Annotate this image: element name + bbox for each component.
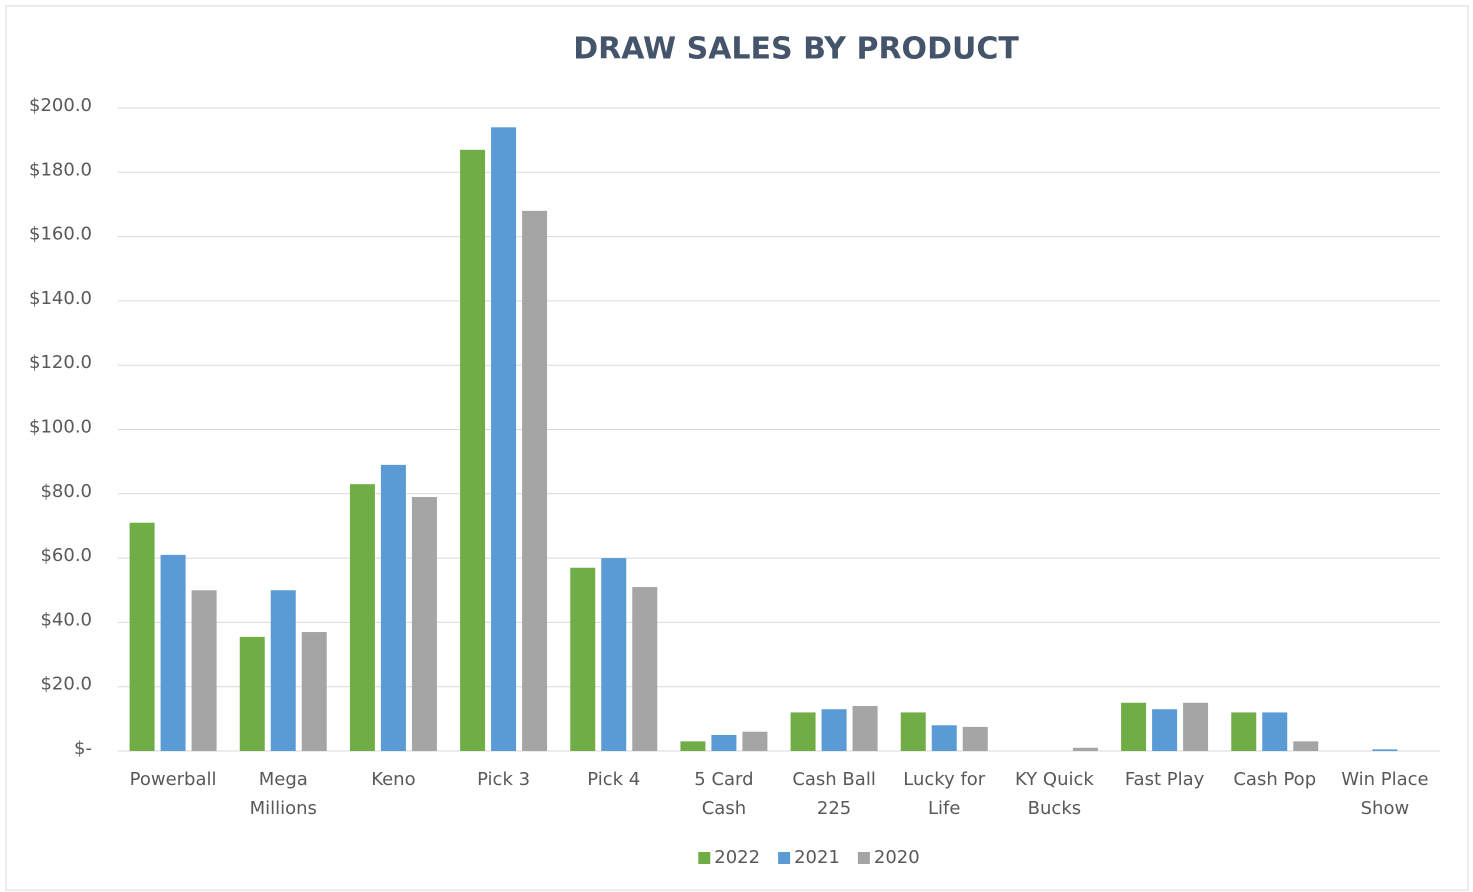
y-tick-label: $120.0 [29,352,92,373]
x-tick-label: Win Place Show [1341,769,1428,819]
bar [270,590,296,751]
x-tick-label: 5 Card Cash [694,769,753,819]
bar [349,484,375,751]
y-tick-label: $140.0 [29,288,92,309]
x-tick-label: Powerball [130,769,217,790]
bar [852,705,878,751]
x-tick-label: Cash Ball 225 [792,769,876,819]
bar [632,587,658,751]
x-tick-label: Pick 4 [587,769,640,790]
bar [191,590,217,751]
bar [380,464,406,751]
bar [601,558,627,751]
bar [1372,749,1398,751]
bar [1231,712,1257,751]
bar [790,712,816,751]
y-tick-label: $60.0 [40,545,92,566]
y-tick-label: $180.0 [29,159,92,180]
bar [711,734,737,751]
y-tick-label: $160.0 [29,224,92,245]
y-tick-label: $80.0 [40,481,92,502]
bar [301,632,327,751]
x-tick-label: Lucky for Life [903,769,986,819]
legend-swatch [778,852,791,864]
bar [931,725,957,751]
bar [129,522,155,751]
bar [491,127,517,752]
bar [570,567,596,751]
bar [962,726,988,751]
x-tick-label: KY Quick Bucks [1015,769,1094,819]
legend-swatch [698,852,711,864]
bar [900,712,926,751]
bar [1262,712,1288,751]
legend-label: 2021 [794,847,840,868]
bar [1152,709,1178,751]
legend-label: 2022 [714,847,760,868]
bar [160,554,186,751]
y-tick-label: $- [74,738,92,759]
legend-item: 2022 [698,847,760,868]
x-tick-label: Mega Millions [250,769,317,819]
chart-border [5,5,1469,891]
legend-item: 2021 [778,847,840,868]
bar [680,741,706,751]
bar [522,210,548,751]
legend-swatch [857,852,870,864]
bar [1293,741,1319,751]
y-tick-label: $100.0 [29,417,92,438]
legend-item: 2020 [857,847,920,868]
bar [411,497,437,751]
y-tick-label: $20.0 [40,674,92,695]
x-tick-label: Pick 3 [477,769,530,790]
bar [742,731,768,751]
bar [1183,702,1209,751]
bar [239,636,265,751]
x-tick-label: Cash Pop [1233,769,1316,790]
x-tick-label: Fast Play [1125,769,1205,790]
legend-label: 2020 [874,847,920,868]
chart-title: DRAW SALES BY PRODUCT [573,32,1019,67]
y-tick-label: $200.0 [29,95,92,116]
bar [1121,702,1147,751]
x-tick-label: Keno [371,769,415,790]
y-tick-label: $40.0 [40,609,92,630]
bar [460,149,486,752]
bar [821,709,847,751]
bar [1072,747,1098,751]
